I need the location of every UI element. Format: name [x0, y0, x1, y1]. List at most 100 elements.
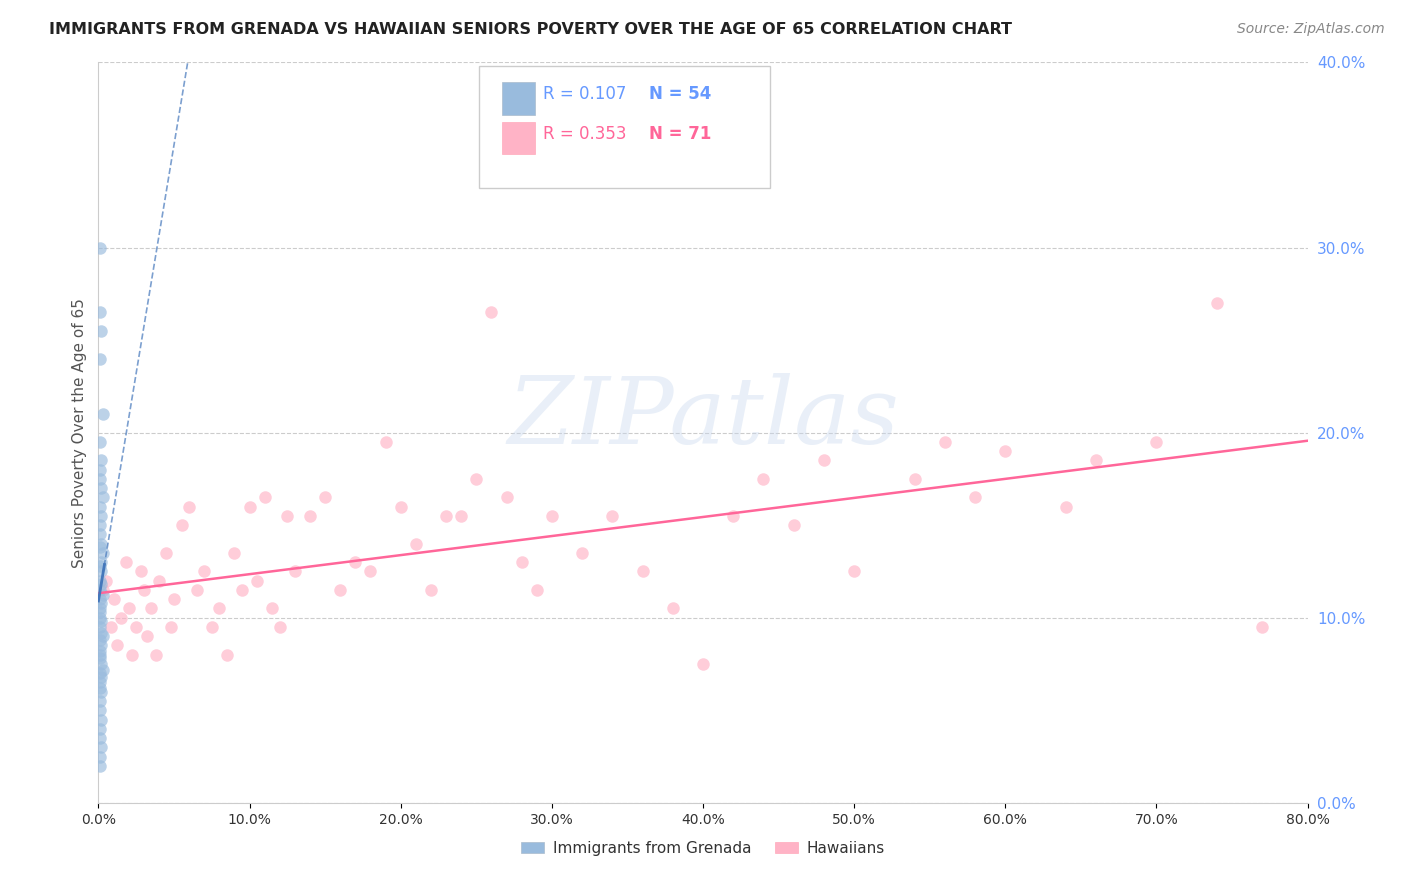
Point — [90, 657, 112, 671]
Point — [89, 527, 111, 541]
Point — [89, 240, 111, 255]
Point — [160, 620, 183, 634]
Point — [89, 731, 111, 745]
Point — [631, 565, 654, 579]
Point — [723, 508, 745, 523]
Point — [299, 508, 322, 523]
Point — [118, 601, 141, 615]
Point — [90, 555, 112, 569]
Point — [90, 324, 112, 338]
Point — [661, 601, 683, 615]
Point — [1085, 453, 1108, 467]
Point — [602, 508, 624, 523]
Point — [465, 472, 488, 486]
Point — [813, 453, 835, 467]
Point — [110, 610, 132, 624]
Point — [450, 508, 472, 523]
Point — [208, 601, 231, 615]
Point — [246, 574, 269, 588]
Point — [344, 555, 367, 569]
Point — [1206, 296, 1229, 310]
Point — [276, 508, 298, 523]
Point — [89, 648, 111, 662]
Text: R = 0.353: R = 0.353 — [543, 125, 627, 144]
Point — [89, 601, 111, 615]
Point — [934, 434, 956, 449]
Point — [844, 565, 866, 579]
Point — [90, 453, 112, 467]
Point — [90, 713, 112, 727]
Point — [89, 610, 111, 624]
Point — [90, 639, 112, 653]
Y-axis label: Seniors Poverty Over the Age of 65: Seniors Poverty Over the Age of 65 — [72, 298, 87, 567]
Point — [91, 546, 114, 560]
Point — [90, 615, 112, 629]
Point — [89, 644, 111, 658]
Point — [904, 472, 927, 486]
Point — [100, 620, 122, 634]
Point — [179, 500, 201, 514]
Point — [103, 592, 125, 607]
Point — [1144, 434, 1167, 449]
Point — [90, 481, 112, 495]
Point — [420, 582, 443, 597]
Point — [90, 740, 112, 755]
Text: ZIPatlas: ZIPatlas — [508, 373, 898, 463]
Point — [1251, 620, 1274, 634]
Point — [89, 574, 111, 588]
Point — [193, 565, 215, 579]
Point — [89, 632, 111, 647]
Point — [89, 675, 111, 690]
Point — [360, 565, 382, 579]
Point — [329, 582, 352, 597]
Point — [269, 620, 291, 634]
Point — [145, 648, 167, 662]
Point — [239, 500, 262, 514]
Point — [965, 491, 987, 505]
Point — [105, 639, 128, 653]
FancyBboxPatch shape — [479, 66, 769, 188]
FancyBboxPatch shape — [502, 82, 534, 115]
Point — [89, 681, 111, 695]
Point — [89, 703, 111, 717]
Point — [132, 582, 155, 597]
Text: N = 71: N = 71 — [648, 125, 711, 144]
Point — [89, 351, 111, 366]
Point — [89, 434, 111, 449]
Point — [215, 648, 238, 662]
Point — [89, 605, 111, 619]
Point — [129, 565, 152, 579]
Point — [495, 491, 517, 505]
Point — [89, 558, 111, 573]
Point — [752, 472, 775, 486]
Point — [90, 536, 112, 550]
Text: N = 54: N = 54 — [648, 86, 711, 103]
Point — [89, 722, 111, 736]
Point — [89, 500, 111, 514]
Point — [94, 574, 117, 588]
Point — [170, 518, 193, 533]
Point — [374, 434, 396, 449]
Point — [148, 574, 170, 588]
Point — [262, 601, 284, 615]
Point — [91, 589, 114, 603]
Point — [89, 541, 111, 555]
Point — [141, 601, 163, 615]
Point — [201, 620, 224, 634]
Legend: Immigrants from Grenada, Hawaiians: Immigrants from Grenada, Hawaiians — [515, 835, 891, 862]
Point — [114, 555, 136, 569]
Point — [90, 565, 112, 579]
Point — [231, 582, 253, 597]
Point — [405, 536, 427, 550]
Point — [89, 666, 111, 681]
Point — [434, 508, 457, 523]
Text: R = 0.107: R = 0.107 — [543, 86, 627, 103]
Point — [89, 592, 111, 607]
Point — [90, 596, 112, 610]
Text: Source: ZipAtlas.com: Source: ZipAtlas.com — [1237, 22, 1385, 37]
Point — [89, 758, 111, 772]
Point — [89, 749, 111, 764]
Point — [155, 546, 177, 560]
Point — [481, 305, 503, 319]
Point — [89, 620, 111, 634]
